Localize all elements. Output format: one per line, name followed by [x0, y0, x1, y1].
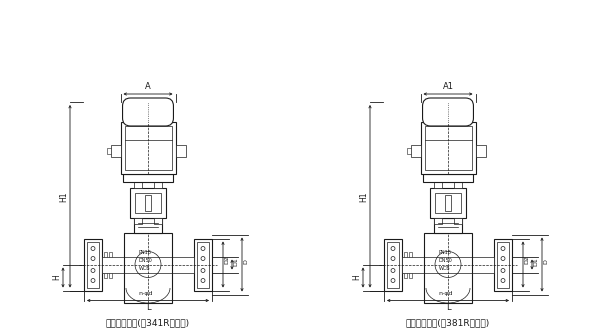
Bar [410, 145, 421, 157]
Bar [123, 174, 173, 182]
Circle shape [501, 268, 505, 272]
Text: A1: A1 [443, 82, 453, 91]
Bar [104, 251, 107, 256]
Circle shape [201, 246, 205, 250]
Text: n-φd: n-φd [139, 291, 153, 296]
Bar [110, 145, 121, 157]
Bar [154, 182, 162, 188]
Bar [421, 122, 476, 174]
Circle shape [201, 278, 205, 282]
Bar [134, 218, 162, 233]
Circle shape [91, 256, 95, 260]
Text: A: A [145, 82, 151, 91]
Bar [445, 195, 451, 211]
Circle shape [501, 278, 505, 282]
Circle shape [201, 268, 205, 272]
Bar [106, 148, 110, 154]
Bar [404, 251, 407, 256]
Circle shape [135, 251, 161, 277]
FancyBboxPatch shape [122, 98, 173, 126]
Bar [154, 218, 162, 224]
Bar [434, 218, 462, 233]
Text: D: D [543, 259, 548, 264]
Bar [175, 145, 185, 157]
Text: L: L [446, 302, 450, 311]
Text: D2: D2 [524, 255, 529, 264]
Bar [109, 251, 112, 256]
Circle shape [391, 256, 395, 260]
Bar [402, 256, 424, 272]
Bar [84, 238, 102, 290]
Bar [194, 238, 212, 290]
Bar [145, 195, 151, 211]
Text: 电动防爆球阀(配341R执行器): 电动防爆球阀(配341R执行器) [106, 318, 190, 327]
Bar [404, 272, 407, 277]
Bar [109, 272, 112, 277]
Bar [425, 126, 472, 170]
Bar [135, 193, 161, 213]
Circle shape [91, 268, 95, 272]
Circle shape [201, 256, 205, 260]
Bar [497, 241, 509, 287]
Bar [435, 193, 461, 213]
Bar [130, 188, 166, 218]
Bar [454, 182, 462, 188]
Text: H: H [352, 275, 361, 280]
Bar [121, 122, 175, 174]
Bar [409, 251, 412, 256]
Bar [406, 148, 410, 154]
Text: D1: D1 [233, 257, 238, 266]
Bar [134, 182, 142, 188]
Bar [197, 241, 209, 287]
Text: D1: D1 [533, 257, 538, 266]
Circle shape [391, 246, 395, 250]
FancyBboxPatch shape [422, 98, 473, 126]
Text: n-φd: n-φd [439, 291, 453, 296]
Bar [387, 241, 399, 287]
Text: DN50: DN50 [438, 258, 452, 263]
Bar [409, 272, 412, 277]
Text: DN50: DN50 [138, 258, 152, 263]
Bar [172, 256, 194, 272]
Circle shape [391, 278, 395, 282]
Bar [423, 174, 473, 182]
Text: D: D [243, 259, 248, 264]
Bar [434, 182, 442, 188]
Text: H1: H1 [359, 191, 368, 201]
Text: D2: D2 [224, 255, 229, 264]
Bar [424, 233, 472, 303]
Circle shape [435, 251, 461, 277]
Text: 电动防爆球阀(配381R执行器): 电动防爆球阀(配381R执行器) [406, 318, 490, 327]
Bar [125, 126, 172, 170]
Bar [472, 256, 494, 272]
Bar [124, 233, 172, 303]
Bar [104, 272, 107, 277]
Bar [476, 145, 485, 157]
Circle shape [91, 246, 95, 250]
Bar [384, 238, 402, 290]
Bar [434, 218, 442, 224]
Text: WCB: WCB [139, 266, 151, 271]
Bar [454, 218, 462, 224]
Text: L: L [146, 302, 150, 311]
Bar [494, 238, 512, 290]
Bar [430, 188, 466, 218]
Text: H: H [52, 275, 61, 280]
Circle shape [391, 268, 395, 272]
Circle shape [501, 256, 505, 260]
Bar [134, 218, 142, 224]
Text: PN16: PN16 [438, 250, 451, 255]
Circle shape [91, 278, 95, 282]
Text: H1: H1 [59, 191, 68, 201]
Text: WCB: WCB [439, 266, 451, 271]
Bar [102, 256, 124, 272]
Circle shape [501, 246, 505, 250]
Text: PN16: PN16 [138, 250, 151, 255]
Bar [87, 241, 99, 287]
